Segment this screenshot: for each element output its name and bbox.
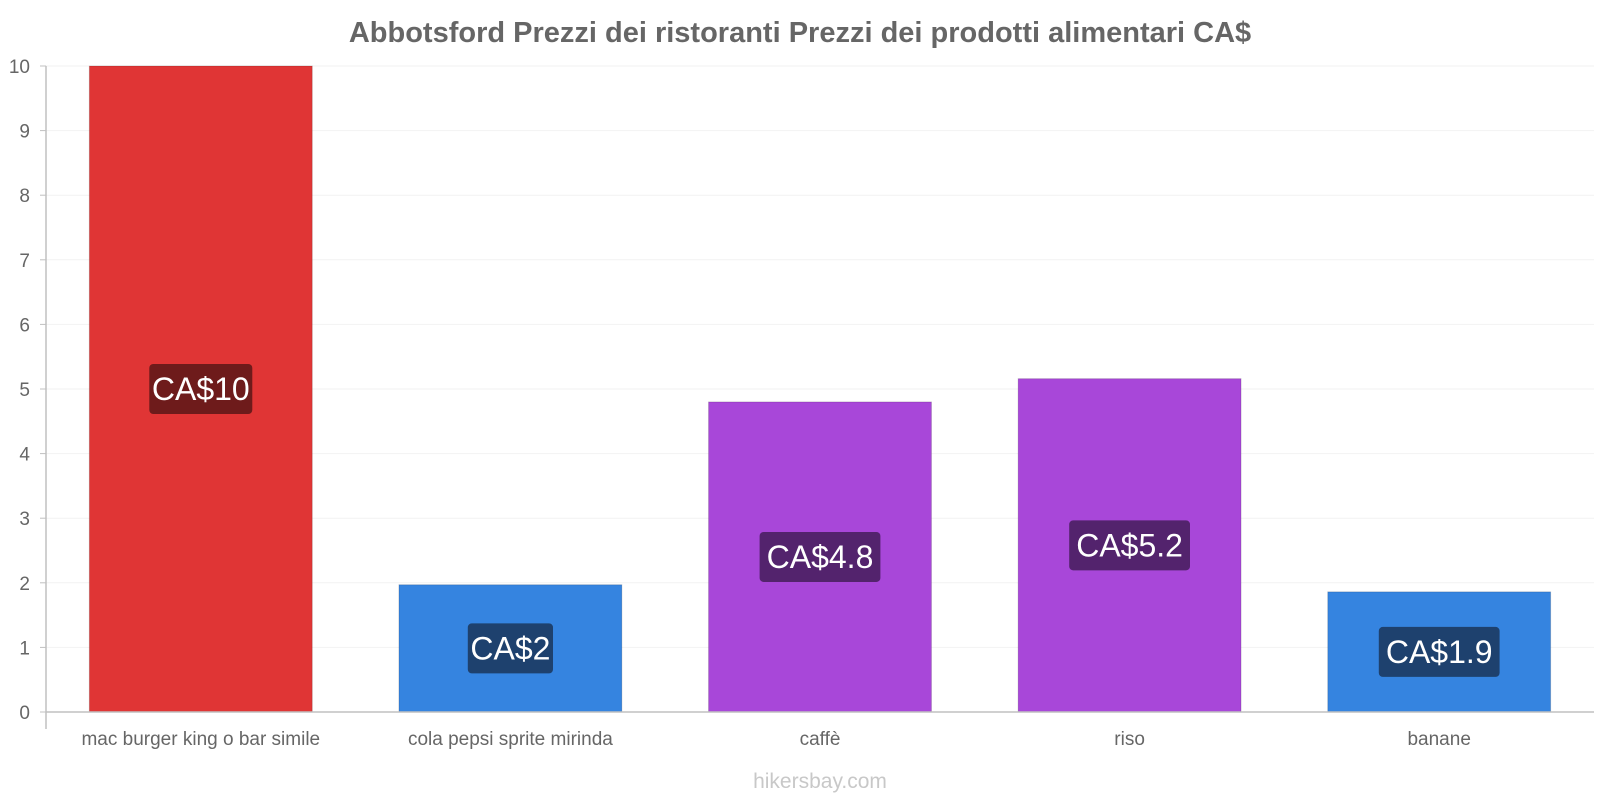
y-tick-label: 10 [9, 57, 30, 78]
y-tick-label: 9 [19, 122, 30, 143]
data-label-box [1378, 626, 1500, 677]
data-label: CA$10 [152, 371, 250, 407]
y-tick-label: 6 [19, 315, 30, 336]
x-tick-label: mac burger king o bar simile [81, 729, 320, 750]
data-label-box [149, 364, 253, 414]
axes: 0 1 2 3 4 5 6 7 8 9 10 mac burger king o bar simile… [9, 57, 1594, 750]
watermark: hikersbay.com [753, 770, 887, 793]
chart-title: Abbotsford Prezzi dei ristoranti Prezzi … [349, 17, 1251, 49]
data-label: CA$4.8 [767, 539, 874, 575]
y-tick-label: 1 [19, 638, 30, 659]
data-label-box [467, 623, 553, 674]
data-labels: CA$10 CA$2 CA$4.8 CA$5.2 CA$1.9 [149, 364, 1500, 677]
x-tick-label: cola pepsi sprite mirinda [408, 729, 613, 750]
data-label: CA$5.2 [1076, 527, 1183, 563]
y-tick-label: 0 [19, 703, 30, 724]
y-tick-label: 8 [19, 186, 30, 207]
y-tick-label: 7 [19, 251, 30, 272]
y-tick-label: 4 [19, 445, 30, 466]
y-tick-label: 5 [19, 380, 30, 401]
x-tick-label: banane [1407, 729, 1470, 750]
y-tick-label: 3 [19, 509, 30, 530]
y-tick-label: 2 [19, 574, 30, 595]
data-label-box [759, 531, 881, 582]
x-tick-label: caffè [800, 729, 841, 750]
data-label-box [1069, 520, 1190, 571]
data-label: CA$2 [470, 630, 550, 666]
data-label: CA$1.9 [1386, 634, 1493, 670]
x-tick-label: riso [1114, 729, 1145, 750]
